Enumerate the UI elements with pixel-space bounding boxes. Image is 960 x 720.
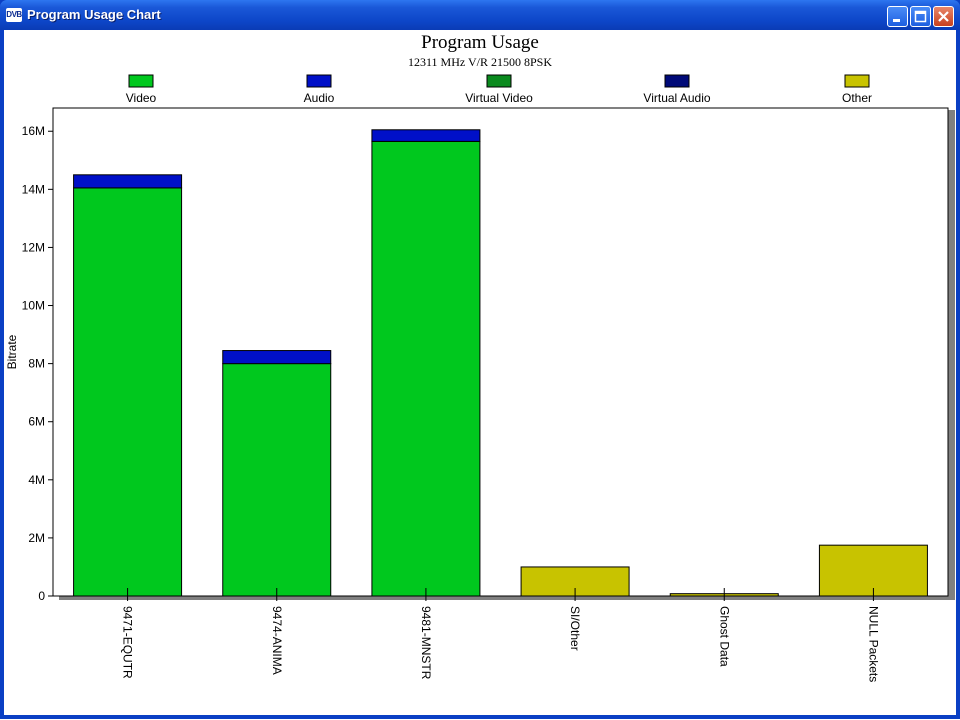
legend-swatch-video <box>128 74 154 88</box>
legend-swatch-audio <box>306 74 332 88</box>
y-tick-label: 12M <box>22 240 45 254</box>
legend-swatch-virtual-audio <box>664 74 690 88</box>
legend-swatch-other <box>844 74 870 88</box>
legend-swatch-virtual-video <box>486 74 512 88</box>
bar-other-6 <box>818 544 928 597</box>
chart-client-area: Program Usage 12311 MHz V/R 21500 8PSK V… <box>4 30 956 715</box>
bar-audio-3 <box>371 129 481 142</box>
maximize-button[interactable] <box>910 6 931 27</box>
legend-label-audio: Audio <box>304 91 335 105</box>
dvb-app-icon[interactable]: DVB <box>6 8 22 22</box>
minimize-button[interactable] <box>887 6 908 27</box>
chart-title: Program Usage <box>421 32 539 53</box>
legend-label-other: Other <box>842 91 872 105</box>
y-tick-label: 4M <box>28 473 45 487</box>
x-tick-label: 9471-EQUTR <box>121 606 135 679</box>
chart-subtitle: 12311 MHz V/R 21500 8PSK <box>408 55 552 69</box>
program-usage-chart: Program Usage 12311 MHz V/R 21500 8PSK V… <box>5 32 955 682</box>
close-icon <box>938 11 949 22</box>
bar-audio-1 <box>73 174 183 189</box>
y-tick-label: 14M <box>22 182 45 196</box>
maximize-icon <box>914 10 927 23</box>
legend-label-virtual-video: Virtual Video <box>465 91 533 105</box>
close-button[interactable] <box>933 6 954 27</box>
y-axis: 0 2M 4M 6M 8M 10M 12M 14M 16M <box>22 124 53 603</box>
x-tick-label: 9474-ANIMA <box>270 606 284 675</box>
x-tick-label: SI/Other <box>568 606 582 651</box>
bar-video-3 <box>371 140 481 597</box>
y-tick-label: 0 <box>38 589 45 603</box>
x-axis: 9471-EQUTR 9474-ANIMA 9481-MNSTR SI/Other Gh… <box>121 588 880 682</box>
y-tick-label: 10M <box>22 299 45 313</box>
title-bar[interactable]: DVB Program Usage Chart <box>0 0 960 30</box>
legend-label-video: Video <box>126 91 157 105</box>
bar-series <box>73 129 928 597</box>
bar-audio-2 <box>222 350 332 365</box>
x-tick-label: NULL Packets <box>866 606 880 682</box>
app-icon-text: DVB <box>6 10 22 19</box>
bar-video-2 <box>222 363 332 597</box>
x-tick-label: Ghost Data <box>717 606 731 667</box>
plot-area <box>52 107 949 597</box>
window-title: Program Usage Chart <box>27 7 161 22</box>
x-tick-label: 9481-MNSTR <box>419 606 433 680</box>
y-tick-label: 16M <box>22 124 45 138</box>
y-axis-label: Bitrate <box>5 334 19 369</box>
bar-video-1 <box>73 187 183 597</box>
chart-legend: Video Audio Virtual Video Virtual Audio Othe… <box>126 74 872 105</box>
y-tick-label: 8M <box>28 357 45 371</box>
y-tick-label: 2M <box>28 531 45 545</box>
minimize-icon <box>893 19 900 22</box>
legend-label-virtual-audio: Virtual Audio <box>643 91 710 105</box>
y-tick-label: 6M <box>28 415 45 429</box>
